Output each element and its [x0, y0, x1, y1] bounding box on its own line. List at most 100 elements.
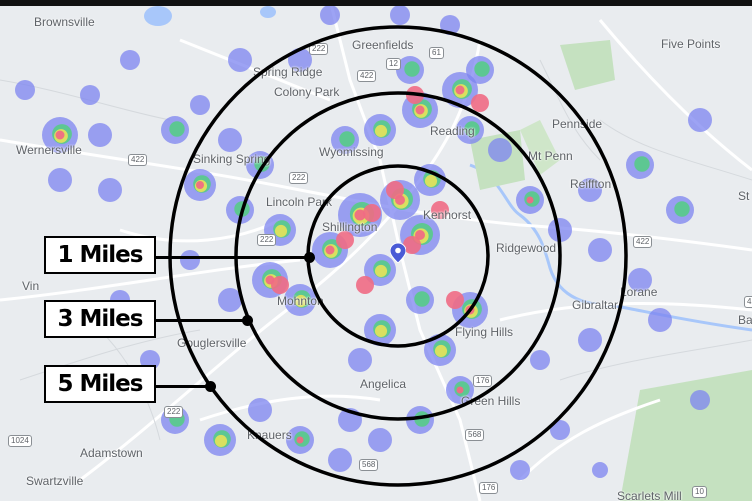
park: [520, 120, 560, 175]
place-label: Mohnton: [277, 294, 324, 308]
heat-blob: [169, 121, 185, 137]
heat-blob: [15, 80, 35, 100]
route-shield: 222: [309, 43, 329, 55]
heat-blob: [488, 138, 512, 162]
heat-blob: [424, 174, 438, 188]
route-shield: 12: [386, 58, 401, 70]
heat-blob: [471, 94, 489, 112]
heat-blob: [336, 231, 354, 249]
place-label: Gouglersville: [177, 336, 247, 350]
place-label: Reiffton: [570, 177, 612, 191]
pond: [260, 6, 276, 18]
heat-blob: [180, 250, 200, 270]
heat-blob: [690, 390, 710, 410]
place-label: Angelica: [360, 377, 407, 391]
route-shield: 568: [359, 459, 379, 471]
heat-blob: [455, 85, 465, 95]
place-label: Greenfields: [352, 38, 414, 52]
heat-blob: [55, 130, 65, 140]
heat-blob: [434, 344, 448, 358]
heat-blob: [474, 61, 490, 77]
heat-blob: [440, 15, 460, 35]
heat-blob: [592, 462, 608, 478]
heat-blob: [403, 236, 421, 254]
heat-blob: [414, 291, 430, 307]
heat-blob: [248, 398, 272, 422]
heat-blob: [190, 95, 210, 115]
place-label: Adamstown: [80, 446, 143, 460]
heat-blob: [688, 108, 712, 132]
route-shield: 422: [357, 70, 377, 82]
map-pin-icon[interactable]: [390, 243, 406, 263]
place-label: Flying Hills: [455, 325, 514, 339]
place-label: Mt Penn: [528, 149, 573, 163]
heat-blob: [325, 245, 335, 255]
heat-blob: [196, 181, 204, 189]
heat-blob: [550, 420, 570, 440]
place-label: Gibraltar: [572, 298, 619, 312]
lake: [144, 6, 172, 26]
place-label: Ba: [738, 313, 752, 327]
route-shield: 422: [744, 296, 752, 308]
route-shield: 422: [633, 236, 653, 248]
heat-blob: [354, 209, 366, 221]
heat-blob: [530, 350, 550, 370]
place-label: Kenhorst: [423, 208, 472, 222]
place-label: Wernersville: [16, 143, 82, 157]
heat-blob: [296, 436, 304, 444]
place-label: Five Points: [661, 37, 721, 51]
heat-blob: [578, 178, 602, 202]
heat-blob: [674, 201, 690, 217]
heat-blob: [348, 348, 372, 372]
heat-blob: [415, 230, 425, 240]
heat-blob: [80, 85, 100, 105]
heat-blob: [294, 294, 308, 308]
heat-blob: [634, 156, 650, 172]
heat-blob: [526, 196, 534, 204]
route-shield: 222: [257, 234, 277, 246]
route-shield: 222: [289, 172, 309, 184]
place-label: Scarlets Mill: [617, 489, 682, 501]
heat-blob: [464, 121, 480, 137]
heat-blob: [404, 61, 420, 77]
heat-blob: [374, 124, 388, 138]
heat-blob: [339, 131, 355, 147]
route-shield: 176: [479, 482, 499, 494]
place-label: Sinking Spring: [193, 152, 271, 166]
radius-label-5-miles: 5 Miles: [44, 365, 156, 403]
heat-blob: [271, 276, 289, 294]
heat-blob: [374, 264, 388, 278]
heat-blob: [356, 276, 374, 294]
heat-blob: [88, 123, 112, 147]
heat-blob: [588, 238, 612, 262]
heat-blob: [431, 201, 449, 219]
heat-blob: [218, 128, 242, 152]
place-label: Shillington: [322, 220, 378, 234]
heat-blob: [374, 324, 388, 338]
leader-line-5-miles: [156, 385, 211, 388]
route-shield: 10: [692, 486, 707, 498]
leader-line-1-mile: [156, 256, 310, 259]
route-shield: 568: [465, 429, 485, 441]
heat-blob: [548, 218, 572, 242]
place-label: Ridgewood: [496, 241, 557, 255]
heat-blob: [446, 291, 464, 309]
heat-blob: [368, 428, 392, 452]
heat-blob: [320, 5, 340, 25]
heat-blob: [218, 288, 242, 312]
leader-dot-3-miles: [242, 315, 253, 326]
place-label: Vin: [22, 279, 40, 293]
place-label: Lincoln Park: [266, 195, 333, 209]
heat-blob: [328, 448, 352, 472]
heat-blob: [578, 328, 602, 352]
heat-blob: [415, 105, 425, 115]
place-label: Pennside: [552, 117, 603, 131]
route-shield: 61: [429, 47, 444, 59]
heat-blob: [390, 5, 410, 25]
heat-blob: [98, 178, 122, 202]
place-label: Brownsville: [34, 15, 95, 29]
place-label: Wyomissing: [319, 145, 384, 159]
